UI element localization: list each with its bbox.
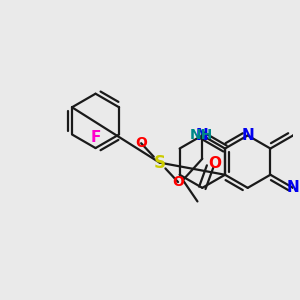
Text: O: O [135, 136, 147, 150]
Text: N: N [196, 128, 209, 143]
Text: NH: NH [190, 128, 213, 142]
Text: O: O [172, 175, 184, 189]
Text: S: S [154, 154, 166, 172]
Text: N: N [241, 128, 254, 143]
Text: F: F [90, 130, 101, 145]
Text: N: N [287, 180, 299, 195]
Text: O: O [208, 156, 221, 171]
